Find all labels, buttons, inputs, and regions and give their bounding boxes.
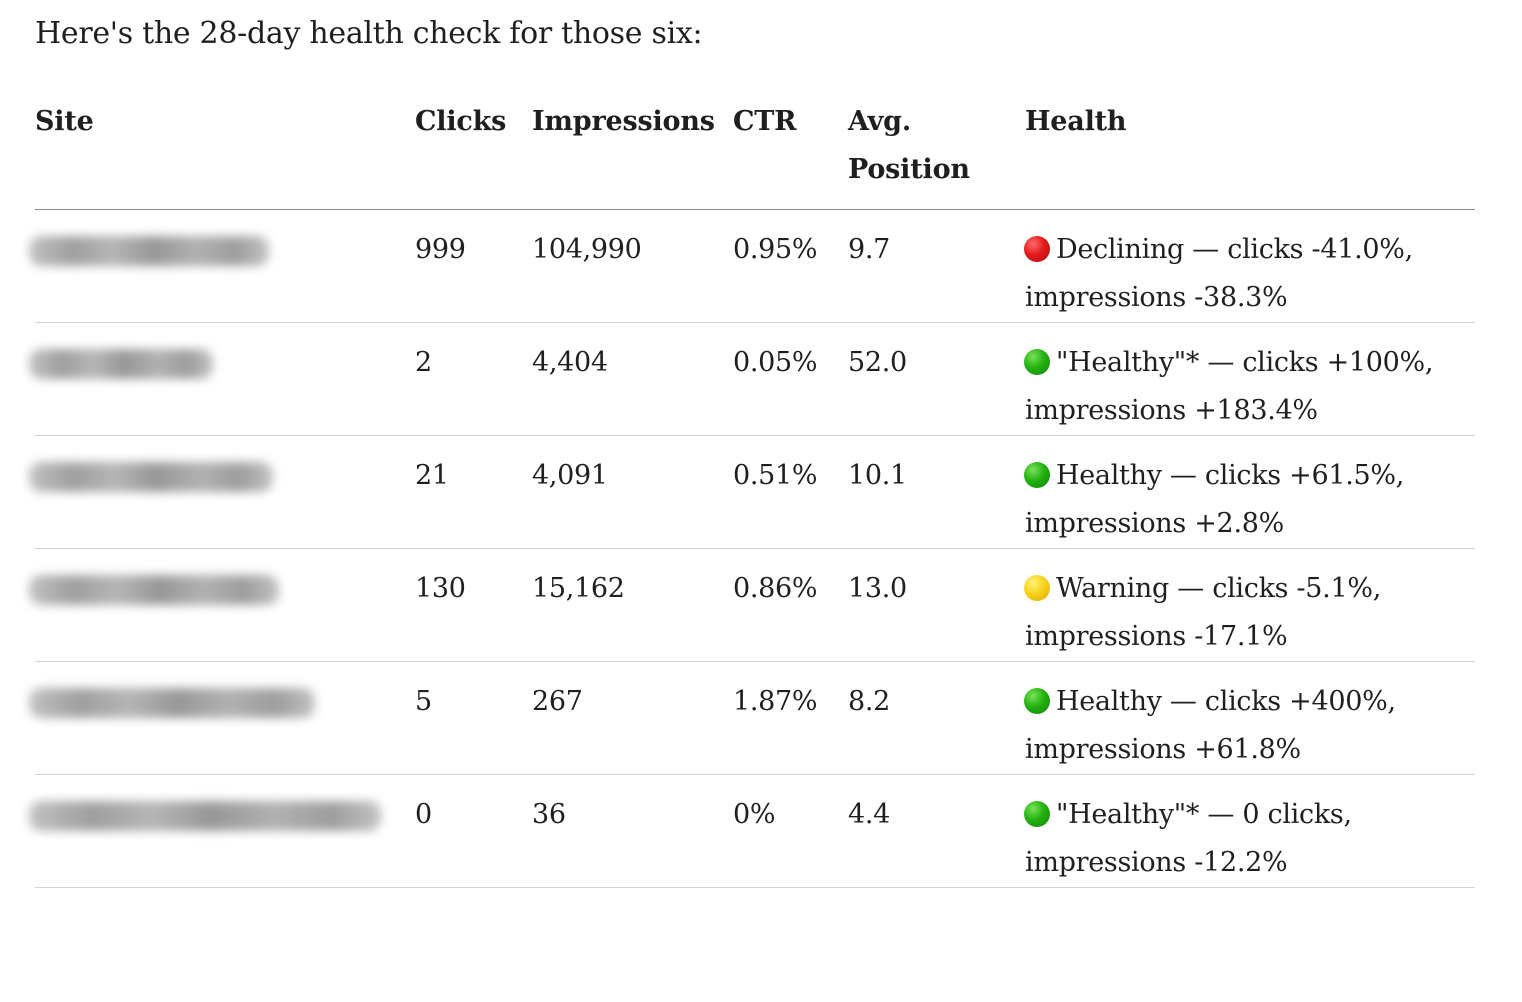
impressions-cell: 267 — [532, 661, 733, 775]
impressions-cell: 15,162 — [532, 548, 733, 662]
health-status-text: Warning — clicks -5.1%, impressions -17.… — [1025, 573, 1381, 652]
health-cell: Declining — clicks -41.0%, impressions -… — [1024, 209, 1475, 323]
green-circle-icon — [1024, 688, 1050, 714]
header-ctr: CTR — [733, 98, 848, 210]
health-cell: "Healthy"* — clicks +100%, impressions +… — [1024, 322, 1475, 436]
impressions-cell: 4,091 — [532, 435, 733, 549]
health-cell: Healthy — clicks +400%, impressions +61.… — [1024, 661, 1475, 775]
yellow-circle-icon — [1024, 575, 1050, 601]
redacted-site-name — [29, 801, 381, 831]
ctr-cell: 0% — [733, 774, 848, 888]
green-circle-icon — [1024, 462, 1050, 488]
table-row: 2 4,404 0.05% 52.0 "Healthy"* — clicks +100%… — [29, 322, 1475, 436]
health-status-text: Healthy — clicks +61.5%, impressions +2.… — [1025, 460, 1405, 539]
ctr-cell: 0.86% — [733, 548, 848, 662]
site-health-table: Site Clicks Impressions CTR Avg. Position… — [29, 98, 1475, 888]
header-site: Site — [35, 98, 415, 210]
redacted-site-name — [29, 462, 273, 492]
health-cell: Warning — clicks -5.1%, impressions -17.… — [1024, 548, 1475, 662]
intro-text: Here's the 28-day health check for those… — [35, 16, 703, 51]
table-header-row: Site Clicks Impressions CTR Avg. Position… — [35, 98, 1475, 210]
avg-position-cell: 13.0 — [848, 548, 1025, 662]
site-cell — [29, 322, 415, 436]
redacted-site-name — [29, 688, 315, 718]
redacted-site-name — [29, 349, 213, 379]
health-status-text: "Healthy"* — clicks +100%, impressions +… — [1025, 347, 1434, 426]
table-row: 21 4,091 0.51% 10.1 Healthy — clicks +61.5%,… — [29, 435, 1475, 549]
clicks-cell: 2 — [415, 322, 532, 436]
table-row: 0 36 0% 4.4 "Healthy"* — 0 clicks, impressio… — [29, 774, 1475, 888]
ctr-cell: 1.87% — [733, 661, 848, 775]
site-cell — [29, 774, 415, 888]
site-cell — [29, 209, 415, 323]
ctr-cell: 0.51% — [733, 435, 848, 549]
header-avg-position-line2: Position — [848, 154, 970, 185]
ctr-cell: 0.95% — [733, 209, 848, 323]
clicks-cell: 999 — [415, 209, 532, 323]
green-circle-icon — [1024, 801, 1050, 827]
header-avg-position: Avg. Position — [848, 98, 1025, 210]
clicks-cell: 5 — [415, 661, 532, 775]
avg-position-cell: 4.4 — [848, 774, 1025, 888]
site-cell — [29, 661, 415, 775]
header-avg-position-line1: Avg. — [848, 106, 912, 137]
clicks-cell: 0 — [415, 774, 532, 888]
site-cell — [29, 435, 415, 549]
header-clicks: Clicks — [415, 98, 532, 210]
green-circle-icon — [1024, 349, 1050, 375]
clicks-cell: 130 — [415, 548, 532, 662]
health-cell: Healthy — clicks +61.5%, impressions +2.… — [1024, 435, 1475, 549]
header-impressions: Impressions — [532, 98, 733, 210]
avg-position-cell: 8.2 — [848, 661, 1025, 775]
table-row: 999 104,990 0.95% 9.7 Declining — clicks -41… — [29, 209, 1475, 323]
table-row: 130 15,162 0.86% 13.0 Warning — clicks -5.1%… — [29, 548, 1475, 662]
header-health: Health — [1025, 98, 1475, 210]
avg-position-cell: 10.1 — [848, 435, 1025, 549]
avg-position-cell: 52.0 — [848, 322, 1025, 436]
redacted-site-name — [29, 575, 279, 605]
impressions-cell: 4,404 — [532, 322, 733, 436]
impressions-cell: 36 — [532, 774, 733, 888]
health-status-text: "Healthy"* — 0 clicks, impressions -12.2… — [1025, 799, 1352, 878]
impressions-cell: 104,990 — [532, 209, 733, 323]
redacted-site-name — [29, 236, 269, 266]
ctr-cell: 0.05% — [733, 322, 848, 436]
health-cell: "Healthy"* — 0 clicks, impressions -12.2… — [1024, 774, 1475, 888]
health-status-text: Healthy — clicks +400%, impressions +61.… — [1025, 686, 1396, 765]
avg-position-cell: 9.7 — [848, 209, 1025, 323]
clicks-cell: 21 — [415, 435, 532, 549]
table-row: 5 267 1.87% 8.2 Healthy — clicks +400%, impr… — [29, 661, 1475, 775]
site-cell — [29, 548, 415, 662]
health-status-text: Declining — clicks -41.0%, impressions -… — [1025, 234, 1413, 313]
red-circle-icon — [1024, 236, 1050, 262]
